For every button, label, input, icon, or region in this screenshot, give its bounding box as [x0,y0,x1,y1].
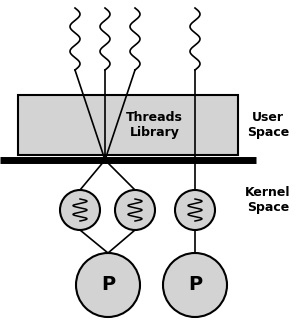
Bar [18,95,238,155]
Circle shape [76,253,140,317]
Circle shape [163,253,227,317]
Text: Kernel
Space: Kernel Space [245,186,291,214]
Circle shape [60,190,100,230]
Text: Threads
Library: Threads Library [126,111,183,139]
Circle shape [115,190,155,230]
Circle shape [175,190,215,230]
Text: P: P [101,275,115,294]
Text: User
Space: User Space [247,111,289,139]
Text: P: P [188,275,202,294]
